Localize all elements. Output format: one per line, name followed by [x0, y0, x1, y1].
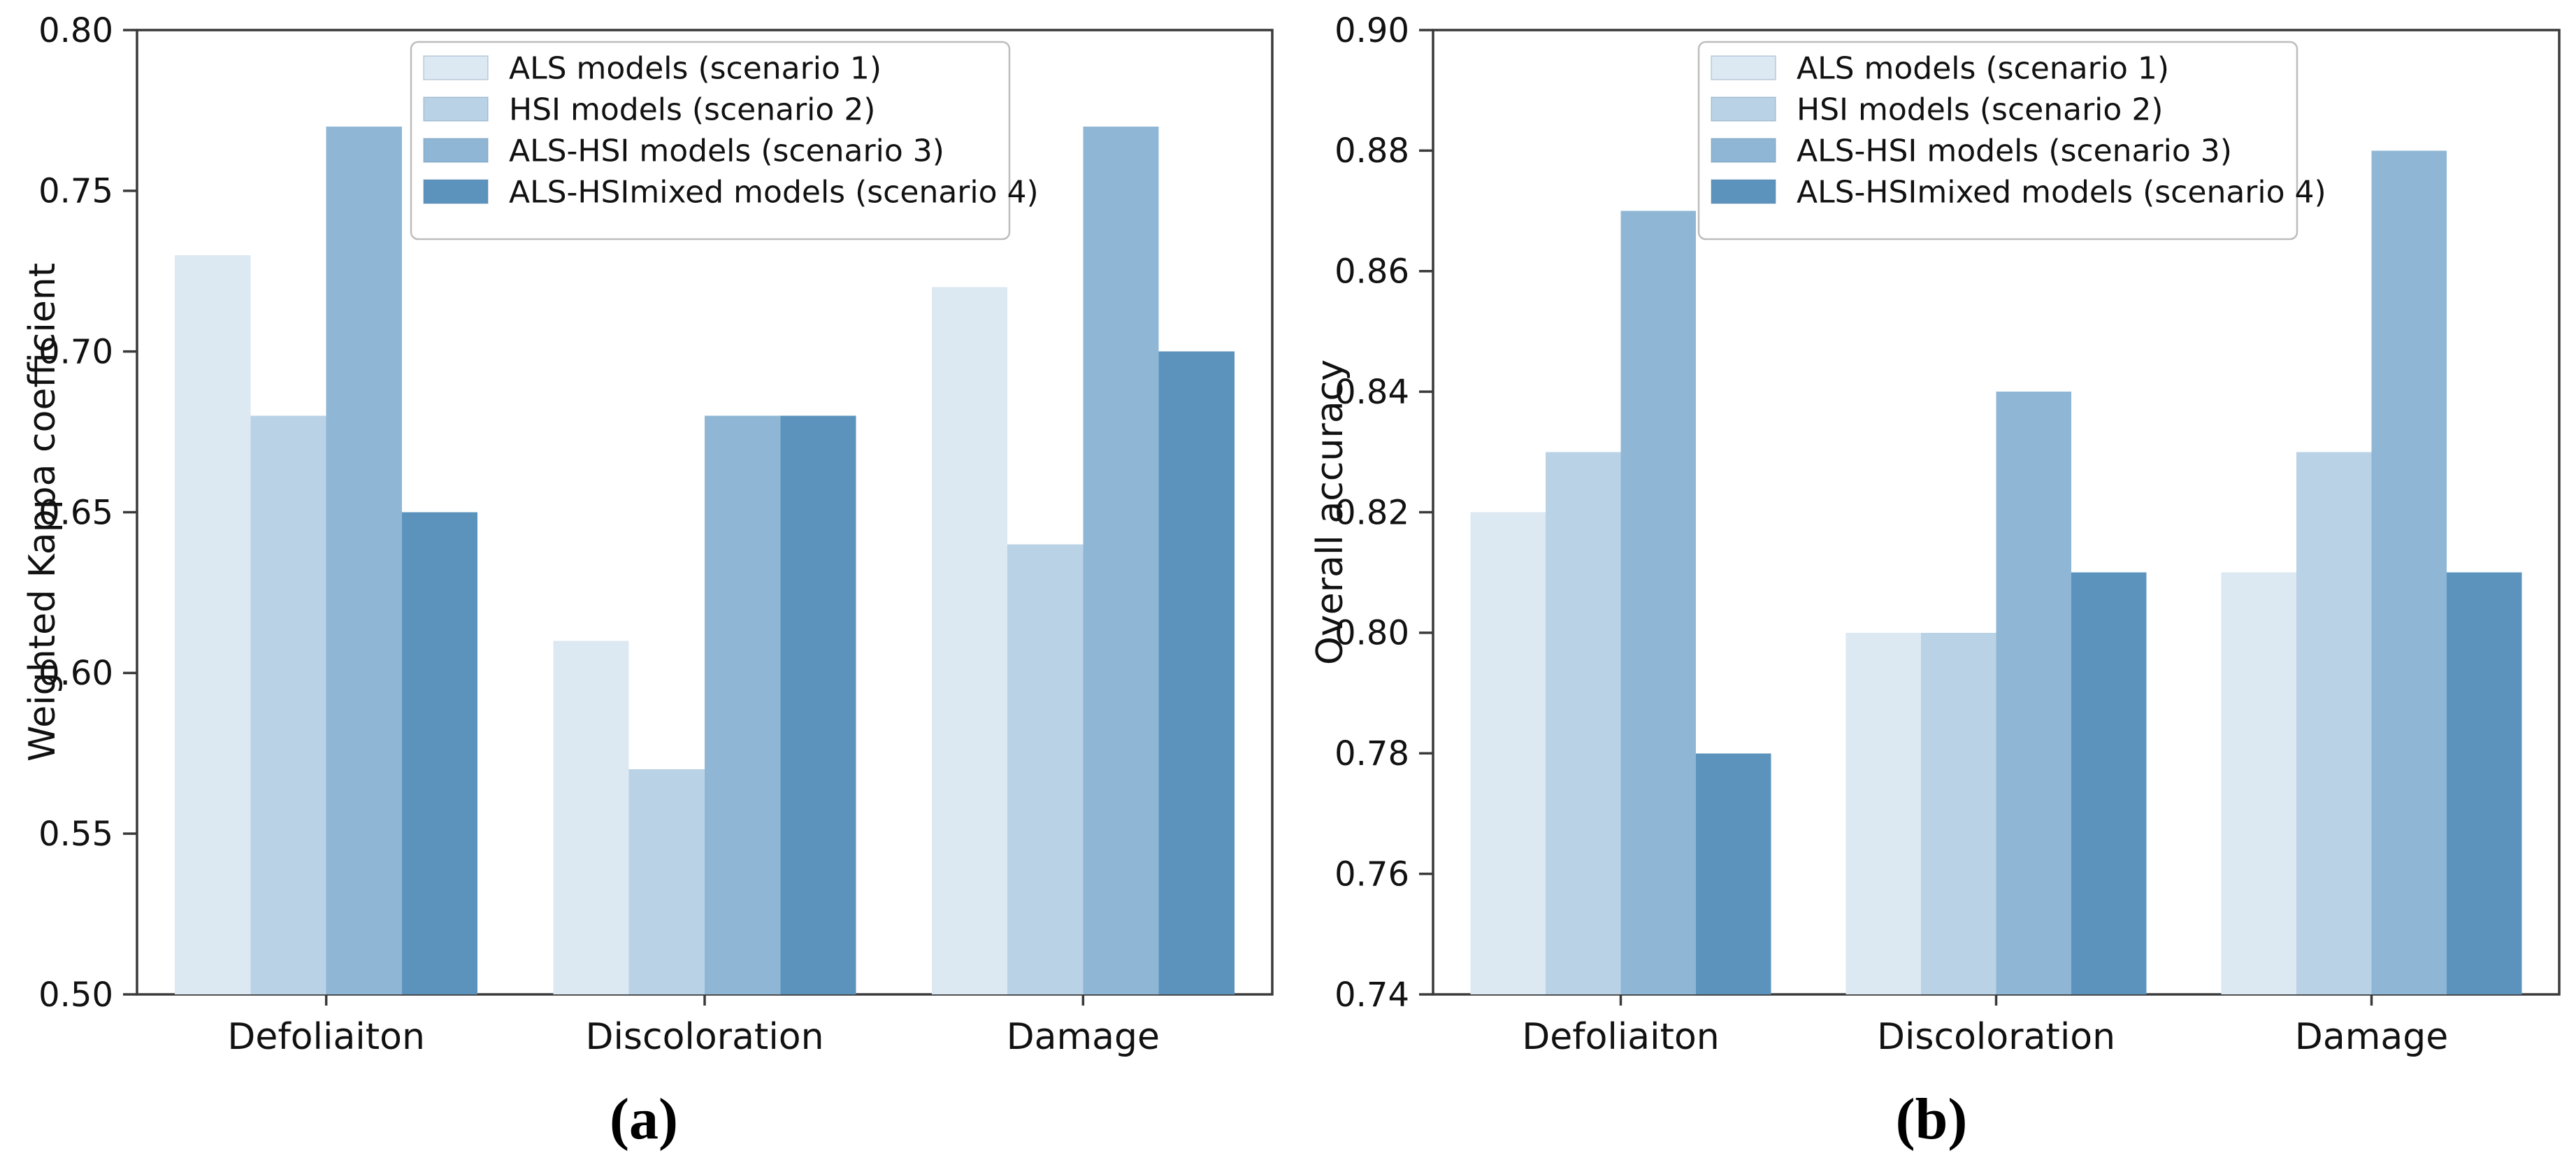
x-tick-label: Discoloration — [1877, 1016, 2115, 1058]
legend-box — [1697, 41, 2298, 241]
bar-damage-scenario-4 — [1158, 351, 1235, 995]
scenario-2-swatch — [423, 97, 489, 122]
bar-discoloration-scenario-3 — [1996, 392, 2071, 994]
y-tick-label: 0.82 — [1334, 493, 1409, 532]
bar-damage-scenario-1 — [931, 287, 1008, 994]
panel-a: 0.80 0.75 0.70 0.65 0.60 0.55 0.50 Weighted Kap… — [22, 11, 1274, 1152]
legend: ALS models (scenario 1) HSI models (scena… — [410, 41, 1039, 241]
legend-box — [410, 41, 1011, 241]
y-tick-label: 0.78 — [1334, 734, 1409, 773]
y-tick-label: 0.70 — [38, 332, 113, 371]
x-tick-label: Damage — [1007, 1016, 1160, 1058]
y-tick-label: 0.80 — [1334, 614, 1409, 653]
y-tick-label: 0.76 — [1334, 855, 1409, 894]
bar-damage-scenario-1 — [2221, 572, 2297, 994]
scenario-2-swatch — [1711, 97, 1776, 122]
bar-damage-scenario-4 — [2446, 572, 2522, 994]
legend-label: ALS-HSImixed models (scenario 4) — [1797, 174, 2326, 210]
scenario-1-swatch — [1711, 55, 1776, 80]
bar-discoloration-scenario-3 — [705, 415, 781, 994]
bar-defoliaiton-scenario-3 — [326, 126, 402, 994]
scenario-4-swatch — [1711, 179, 1776, 204]
legend-label: ALS models (scenario 1) — [1797, 50, 2169, 86]
bar-damage-scenario-3 — [2371, 150, 2447, 994]
y-axis-label: Overall accuracy — [1309, 359, 1351, 665]
scenario-3-swatch — [423, 138, 489, 163]
panel-b: 0.90 0.88 0.86 0.84 0.82 0.80 0.78 0.76 0.74 Over… — [1288, 0, 2575, 1172]
y-tick-label: 0.75 — [38, 172, 113, 211]
bar-damage-scenario-2 — [1007, 544, 1084, 994]
bar-defoliaiton-scenario-4 — [401, 512, 478, 994]
bar-discoloration-scenario-4 — [2071, 572, 2147, 994]
x-tick-label: Defoliaiton — [227, 1016, 425, 1058]
bar-defoliaiton-scenario-1 — [1470, 512, 1546, 994]
y-tick-label: 0.84 — [1334, 373, 1409, 412]
legend: ALS models (scenario 1) HSI models (scena… — [1697, 41, 2326, 241]
legend-label: HSI models (scenario 2) — [1797, 92, 2163, 127]
y-tick-label: 0.74 — [1334, 976, 1409, 1015]
bar-damage-scenario-3 — [1083, 126, 1159, 994]
x-tick-label: Discoloration — [585, 1016, 823, 1058]
legend-label: ALS-HSI models (scenario 3) — [509, 133, 944, 169]
bar-defoliaiton-scenario-2 — [1546, 452, 1621, 994]
bar-defoliaiton-scenario-3 — [1620, 210, 1696, 994]
chart-a: 0.80 0.75 0.70 0.65 0.60 0.55 0.50 Weighted Kap… — [22, 11, 1274, 1058]
bar-discoloration-scenario-2 — [1921, 632, 1996, 994]
y-axis-label: Weighted Kappa coefficient — [22, 263, 64, 762]
bar-damage-scenario-2 — [2296, 452, 2372, 994]
legend-label: ALS-HSI models (scenario 3) — [1797, 133, 2232, 169]
bar-defoliaiton-scenario-2 — [250, 415, 326, 994]
y-tick-label: 0.86 — [1334, 252, 1409, 292]
y-tick-label: 0.65 — [38, 493, 113, 532]
caption-a: (a) — [610, 1087, 678, 1152]
y-tick-label: 0.88 — [1334, 131, 1409, 171]
y-tick-label: 0.60 — [38, 654, 113, 693]
scenario-4-swatch — [423, 179, 489, 204]
legend-label: ALS models (scenario 1) — [509, 50, 882, 86]
caption-b: (b) — [1895, 1087, 1968, 1152]
x-tick-label: Defoliaiton — [1522, 1016, 1720, 1058]
bar-discoloration-scenario-1 — [1845, 632, 1922, 994]
bar-defoliaiton-scenario-1 — [175, 255, 251, 995]
x-tick-label: Damage — [2295, 1016, 2448, 1058]
bar-discoloration-scenario-2 — [628, 769, 705, 994]
scenario-3-swatch — [1711, 138, 1776, 163]
bar-discoloration-scenario-1 — [553, 641, 629, 994]
bar-discoloration-scenario-4 — [780, 415, 856, 994]
y-tick-label: 0.90 — [1334, 11, 1409, 50]
scenario-1-swatch — [423, 55, 489, 80]
chart-b: 0.90 0.88 0.86 0.84 0.82 0.80 0.78 0.76 0.74 Over… — [1309, 11, 2561, 1058]
legend-label: ALS-HSImixed models (scenario 4) — [509, 174, 1039, 210]
y-tick-label: 0.50 — [38, 976, 113, 1015]
legend-label: HSI models (scenario 2) — [509, 92, 875, 127]
bar-defoliaiton-scenario-4 — [1695, 753, 1771, 994]
y-tick-label: 0.80 — [38, 11, 113, 50]
y-tick-label: 0.55 — [38, 815, 113, 854]
